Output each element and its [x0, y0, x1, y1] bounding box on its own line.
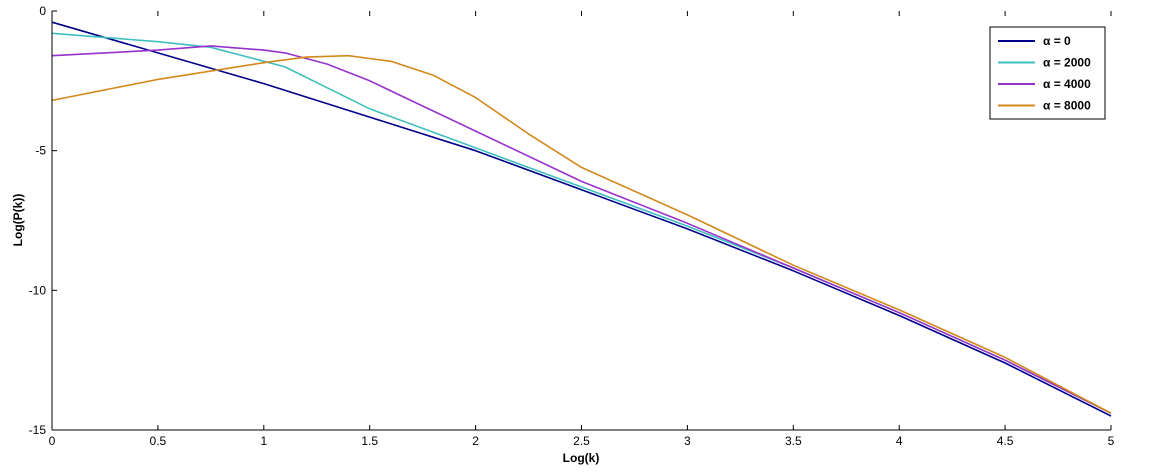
- y-tick-label: -15: [29, 423, 47, 437]
- y-tick-label: -10: [29, 283, 47, 297]
- series-line-0: [51, 21, 1112, 417]
- x-tick-label: 3.5: [785, 434, 802, 448]
- x-ticks: 0 0.5 1 1.5 2 2.5 3 3.5 4 4.5 5: [49, 11, 1115, 448]
- x-tick-label: 5: [1108, 434, 1115, 448]
- x-tick-label: 1.5: [361, 434, 378, 448]
- x-tick-label: 2: [472, 434, 479, 448]
- legend-label-0: α = 0: [1043, 34, 1071, 48]
- legend-box: [989, 26, 1106, 120]
- y-ticks: 0 -5 -10 -15: [29, 4, 57, 437]
- legend: α = 0 α = 2000 α = 4000 α = 8000: [989, 26, 1106, 120]
- x-tick-label: 4.5: [997, 434, 1014, 448]
- x-axis-title: Log(k): [563, 451, 600, 465]
- y-tick-label: 0: [39, 4, 46, 18]
- legend-label-3: α = 8000: [1043, 99, 1091, 113]
- x-tick-label: 4: [896, 434, 903, 448]
- y-tick-label: -5: [35, 144, 46, 158]
- legend-label-2: α = 4000: [1043, 77, 1091, 91]
- plot-area: [52, 11, 1111, 430]
- x-tick-label: 3: [684, 434, 691, 448]
- y-axis-title: Log(P(k)): [11, 194, 25, 247]
- x-tick-label: 2.5: [573, 434, 590, 448]
- x-tick-label: 0: [49, 434, 56, 448]
- x-tick-label: 1: [260, 434, 267, 448]
- x-tick-label: 0.5: [150, 434, 167, 448]
- series-line-2: [51, 45, 1112, 414]
- series-line-3: [51, 54, 1112, 414]
- legend-label-1: α = 2000: [1043, 56, 1091, 70]
- series-group: [51, 21, 1112, 417]
